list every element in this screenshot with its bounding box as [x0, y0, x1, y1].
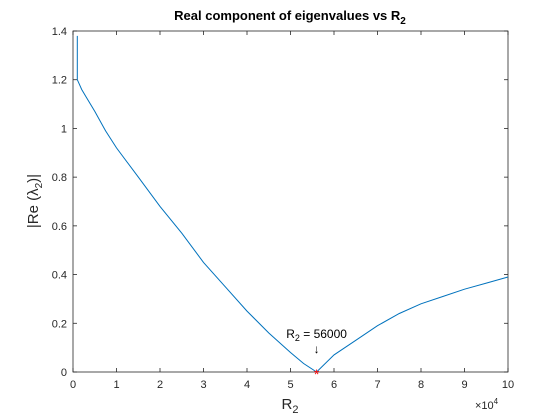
x-axis-title: R2: [282, 396, 299, 416]
chart-title-main: Real component of eigenvalues vs R: [174, 8, 401, 23]
x-tick-label: 3: [200, 379, 206, 391]
minimum-annotation: R2 = 56000: [286, 327, 347, 343]
x-tick-label: 5: [287, 379, 293, 391]
chart-title: Real component of eigenvalues vs R2: [174, 8, 406, 27]
x-tick-label: 2: [157, 379, 163, 391]
y-axis-title-sub: 2: [34, 182, 45, 188]
x-tick-label: 9: [461, 379, 467, 391]
x-tick-label: 7: [374, 379, 380, 391]
minimum-marker: *: [314, 366, 320, 382]
x-tick-label: 4: [244, 379, 250, 391]
x-exponent-label: ×104: [475, 397, 499, 412]
x-tick-label: 0: [70, 379, 76, 391]
x-tick-label: 1: [113, 379, 119, 391]
annotation-sub: 2: [295, 333, 300, 343]
y-tick-label: 1.4: [52, 26, 67, 38]
plot-area: [72, 30, 509, 373]
annotation-arrow: ↓: [314, 342, 320, 356]
y-tick-label: 0.8: [52, 172, 67, 184]
chart-title-sub: 2: [400, 16, 406, 27]
y-tick-label: 1: [61, 123, 67, 135]
y-tick-label: 0.6: [52, 221, 67, 233]
series-line: [76, 35, 509, 373]
x-axis-ticks: 0 1 2 3 4 5 6 7 8 9 10: [70, 31, 514, 391]
y-tick-label: 0.4: [52, 270, 67, 282]
x-tick-label: 6: [331, 379, 337, 391]
y-tick-label: 1.2: [52, 75, 67, 87]
annotation-r: R: [286, 327, 295, 341]
x-axis-title-main: R: [282, 396, 293, 413]
y-axis-title-post: )|: [25, 174, 42, 183]
x-exponent-base: ×10: [475, 400, 494, 412]
y-axis-title: |Re (λ2)|: [25, 174, 45, 228]
annotation-value: = 56000: [300, 327, 347, 341]
x-tick-label: 10: [502, 379, 514, 391]
y-axis-title-pre: |Re (: [25, 196, 42, 228]
y-axis-title-lambda: λ: [25, 188, 42, 196]
y-tick-label: 0.2: [52, 318, 67, 330]
y-tick-label: 0: [61, 367, 67, 379]
x-axis-title-sub: 2: [292, 404, 298, 416]
y-axis-ticks: 0 0.2 0.4 0.6 0.8 1 1.2 1.4: [52, 26, 508, 379]
x-exponent-power: 4: [494, 397, 499, 406]
x-tick-label: 8: [418, 379, 424, 391]
